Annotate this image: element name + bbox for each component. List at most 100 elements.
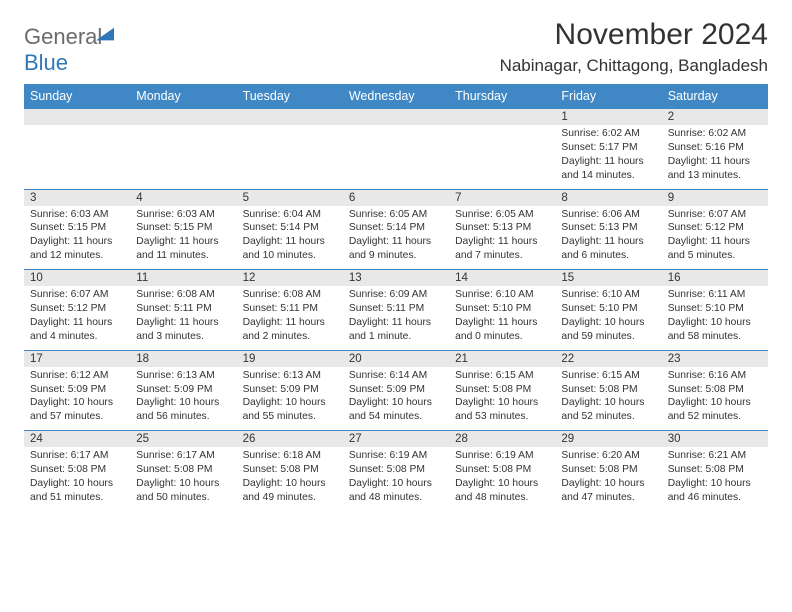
daylight-text-2: and 9 minutes. xyxy=(349,249,443,263)
sunrise-text: Sunrise: 6:13 AM xyxy=(136,369,230,383)
sunrise-text: Sunrise: 6:15 AM xyxy=(455,369,549,383)
sunrise-text: Sunrise: 6:05 AM xyxy=(349,208,443,222)
day-content-cell: Sunrise: 6:19 AMSunset: 5:08 PMDaylight:… xyxy=(449,447,555,511)
day-number-cell: 23 xyxy=(662,350,768,367)
sunrise-text: Sunrise: 6:14 AM xyxy=(349,369,443,383)
logo-triangle-icon xyxy=(96,26,114,44)
day-number-cell: 29 xyxy=(555,431,661,448)
day-content-cell: Sunrise: 6:21 AMSunset: 5:08 PMDaylight:… xyxy=(662,447,768,511)
sunrise-text: Sunrise: 6:05 AM xyxy=(455,208,549,222)
page-title: November 2024 xyxy=(500,18,768,52)
day-content-cell: Sunrise: 6:10 AMSunset: 5:10 PMDaylight:… xyxy=(555,286,661,350)
sunset-text: Sunset: 5:11 PM xyxy=(243,302,337,316)
daylight-text-2: and 55 minutes. xyxy=(243,410,337,424)
daylight-text-1: Daylight: 11 hours xyxy=(455,235,549,249)
daylight-text-1: Daylight: 10 hours xyxy=(30,396,124,410)
daylight-text-2: and 58 minutes. xyxy=(668,330,762,344)
sunset-text: Sunset: 5:10 PM xyxy=(561,302,655,316)
daynum-row: 10111213141516 xyxy=(24,270,768,287)
day-content-cell xyxy=(343,125,449,189)
sunset-text: Sunset: 5:08 PM xyxy=(668,463,762,477)
dow-thursday: Thursday xyxy=(449,84,555,109)
daylight-text-2: and 51 minutes. xyxy=(30,491,124,505)
sunset-text: Sunset: 5:14 PM xyxy=(243,221,337,235)
day-number-cell xyxy=(449,109,555,126)
sunrise-text: Sunrise: 6:12 AM xyxy=(30,369,124,383)
day-content-cell xyxy=(449,125,555,189)
daylight-text-2: and 57 minutes. xyxy=(30,410,124,424)
day-content-cell: Sunrise: 6:07 AMSunset: 5:12 PMDaylight:… xyxy=(24,286,130,350)
day-number-cell: 22 xyxy=(555,350,661,367)
day-number-cell: 17 xyxy=(24,350,130,367)
daylight-text-1: Daylight: 11 hours xyxy=(243,316,337,330)
daylight-text-1: Daylight: 10 hours xyxy=(668,396,762,410)
daylight-text-2: and 50 minutes. xyxy=(136,491,230,505)
sunrise-text: Sunrise: 6:03 AM xyxy=(30,208,124,222)
sunset-text: Sunset: 5:13 PM xyxy=(561,221,655,235)
sunrise-text: Sunrise: 6:03 AM xyxy=(136,208,230,222)
daylight-text-2: and 7 minutes. xyxy=(455,249,549,263)
daylight-text-2: and 48 minutes. xyxy=(455,491,549,505)
sunset-text: Sunset: 5:10 PM xyxy=(668,302,762,316)
daylight-text-2: and 59 minutes. xyxy=(561,330,655,344)
sunset-text: Sunset: 5:13 PM xyxy=(455,221,549,235)
sunrise-text: Sunrise: 6:02 AM xyxy=(561,127,655,141)
sunrise-text: Sunrise: 6:08 AM xyxy=(136,288,230,302)
daylight-text-1: Daylight: 11 hours xyxy=(136,235,230,249)
sunrise-text: Sunrise: 6:21 AM xyxy=(668,449,762,463)
daylight-text-2: and 5 minutes. xyxy=(668,249,762,263)
sunset-text: Sunset: 5:15 PM xyxy=(30,221,124,235)
daylight-text-2: and 49 minutes. xyxy=(243,491,337,505)
location-text: Nabinagar, Chittagong, Bangladesh xyxy=(500,56,768,76)
day-number-cell: 3 xyxy=(24,189,130,206)
day-content-cell: Sunrise: 6:05 AMSunset: 5:13 PMDaylight:… xyxy=(449,206,555,270)
sunset-text: Sunset: 5:12 PM xyxy=(30,302,124,316)
day-number-cell: 5 xyxy=(237,189,343,206)
day-number-cell: 8 xyxy=(555,189,661,206)
day-content-cell: Sunrise: 6:18 AMSunset: 5:08 PMDaylight:… xyxy=(237,447,343,511)
dow-monday: Monday xyxy=(130,84,236,109)
daylight-text-1: Daylight: 10 hours xyxy=(668,477,762,491)
sunset-text: Sunset: 5:11 PM xyxy=(136,302,230,316)
day-content-cell: Sunrise: 6:07 AMSunset: 5:12 PMDaylight:… xyxy=(662,206,768,270)
day-number-cell: 21 xyxy=(449,350,555,367)
daylight-text-1: Daylight: 11 hours xyxy=(349,316,443,330)
day-content-cell: Sunrise: 6:02 AMSunset: 5:17 PMDaylight:… xyxy=(555,125,661,189)
daylight-text-1: Daylight: 10 hours xyxy=(561,477,655,491)
sunset-text: Sunset: 5:15 PM xyxy=(136,221,230,235)
daylight-text-1: Daylight: 10 hours xyxy=(243,396,337,410)
day-content-cell: Sunrise: 6:08 AMSunset: 5:11 PMDaylight:… xyxy=(237,286,343,350)
sunrise-text: Sunrise: 6:02 AM xyxy=(668,127,762,141)
day-number-cell: 11 xyxy=(130,270,236,287)
sunrise-text: Sunrise: 6:20 AM xyxy=(561,449,655,463)
day-number-cell xyxy=(237,109,343,126)
daylight-text-1: Daylight: 10 hours xyxy=(455,396,549,410)
sunset-text: Sunset: 5:14 PM xyxy=(349,221,443,235)
sunrise-text: Sunrise: 6:06 AM xyxy=(561,208,655,222)
daylight-text-2: and 47 minutes. xyxy=(561,491,655,505)
daylight-text-2: and 0 minutes. xyxy=(455,330,549,344)
daylight-text-1: Daylight: 11 hours xyxy=(349,235,443,249)
sunset-text: Sunset: 5:08 PM xyxy=(455,463,549,477)
day-content-cell: Sunrise: 6:17 AMSunset: 5:08 PMDaylight:… xyxy=(130,447,236,511)
daylight-text-1: Daylight: 10 hours xyxy=(136,477,230,491)
dow-sunday: Sunday xyxy=(24,84,130,109)
daylight-text-2: and 48 minutes. xyxy=(349,491,443,505)
dow-wednesday: Wednesday xyxy=(343,84,449,109)
sunset-text: Sunset: 5:09 PM xyxy=(136,383,230,397)
sunrise-text: Sunrise: 6:11 AM xyxy=(668,288,762,302)
sunset-text: Sunset: 5:16 PM xyxy=(668,141,762,155)
daylight-text-1: Daylight: 11 hours xyxy=(30,316,124,330)
content-row: Sunrise: 6:12 AMSunset: 5:09 PMDaylight:… xyxy=(24,367,768,431)
daylight-text-2: and 13 minutes. xyxy=(668,169,762,183)
daylight-text-1: Daylight: 11 hours xyxy=(668,235,762,249)
content-row: Sunrise: 6:03 AMSunset: 5:15 PMDaylight:… xyxy=(24,206,768,270)
daylight-text-1: Daylight: 11 hours xyxy=(561,155,655,169)
day-content-cell xyxy=(24,125,130,189)
daylight-text-1: Daylight: 10 hours xyxy=(349,396,443,410)
daylight-text-1: Daylight: 10 hours xyxy=(136,396,230,410)
day-number-cell: 1 xyxy=(555,109,661,126)
daylight-text-2: and 53 minutes. xyxy=(455,410,549,424)
sunset-text: Sunset: 5:09 PM xyxy=(30,383,124,397)
title-block: November 2024 Nabinagar, Chittagong, Ban… xyxy=(500,18,768,76)
